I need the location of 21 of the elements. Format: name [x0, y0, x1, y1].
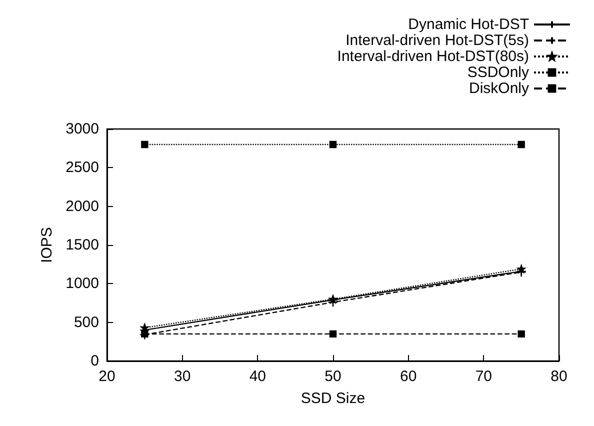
- y-tick-label: 2500: [66, 159, 99, 176]
- x-tick-label: 60: [400, 368, 417, 385]
- x-tick-label: 40: [249, 368, 266, 385]
- x-tick-label: 80: [550, 368, 568, 385]
- legend-label: Interval-driven Hot-DST(80s): [337, 48, 530, 65]
- y-tick-label: 1500: [66, 236, 99, 254]
- y-tick-label: 1000: [66, 275, 99, 292]
- legend-label: SSDOnly: [467, 64, 530, 81]
- y-tick-label: 2000: [66, 198, 99, 215]
- y-tick-label: 500: [74, 314, 99, 331]
- legend-label: DiskOnly: [468, 80, 530, 97]
- y-tick-label: 3000: [66, 120, 99, 138]
- x-tick-label: 30: [174, 368, 191, 385]
- y-axis-title: IOPS: [38, 227, 56, 263]
- x-tick-label: 50: [324, 368, 342, 385]
- x-tick-label: 20: [98, 368, 116, 385]
- x-axis-title: SSD Size: [300, 390, 366, 407]
- y-tick-label: 0: [90, 352, 99, 370]
- x-tick-label: 70: [475, 368, 492, 385]
- legend-label: Interval-driven Hot-DST(5s): [346, 32, 529, 49]
- legend-label: Dynamic Hot-DST: [408, 16, 529, 33]
